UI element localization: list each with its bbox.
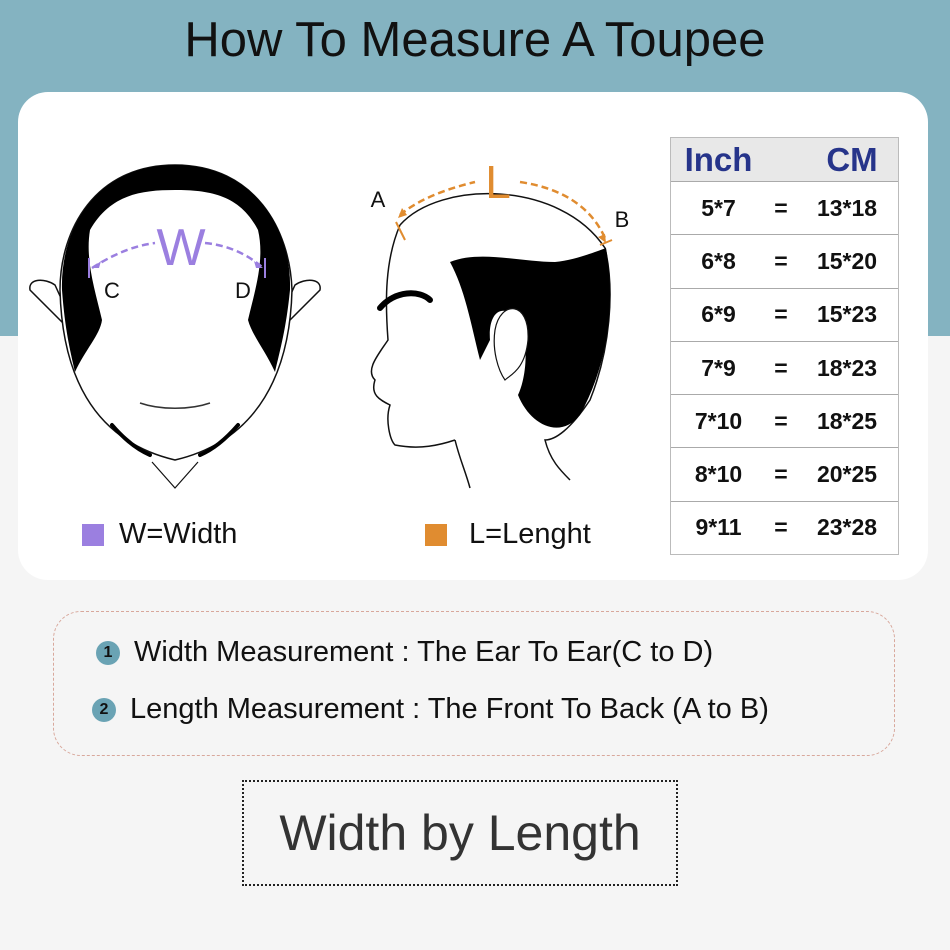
- number-badge: 1: [96, 640, 120, 665]
- equals-sign: =: [774, 514, 788, 541]
- inch-cell: 7*9: [701, 354, 736, 381]
- note-width: 1 Width Measurement : The Ear To Ear(C t…: [96, 636, 713, 669]
- table-header: Inch CM: [671, 138, 898, 181]
- legend-width-label: W=Width: [119, 518, 238, 550]
- cm-cell: 15*23: [816, 301, 878, 328]
- header-inch: Inch: [684, 140, 753, 178]
- number-badge: 2: [92, 697, 116, 722]
- equals-sign: =: [774, 247, 788, 274]
- point-a-label: A: [371, 187, 386, 212]
- point-d-label: D: [235, 278, 251, 303]
- width-swatch: [82, 523, 104, 546]
- table-row: 7*9 = 18*23: [671, 340, 898, 394]
- table-row: 7*10 = 18*25: [671, 394, 898, 447]
- size-table: Inch CM 5*7 = 13*18 6*8 = 15*20 6*9 = 15*23 7*9 = 1…: [670, 137, 899, 556]
- top-head-illustration: [29, 164, 321, 489]
- note-length: 2 Length Measurement : The Front To Back…: [92, 693, 769, 726]
- table-row: 6*9 = 15*23: [671, 287, 898, 341]
- table-row: 6*8 = 15*20: [671, 234, 898, 287]
- head-illustrations: W C D L A B: [29, 156, 630, 489]
- cm-cell: 13*18: [816, 194, 878, 221]
- equals-sign: =: [774, 301, 788, 328]
- cm-cell: 15*20: [816, 247, 878, 274]
- equals-sign: =: [774, 354, 788, 381]
- inch-cell: 6*8: [701, 247, 736, 274]
- table-row: 5*7 = 13*18: [671, 181, 898, 234]
- inch-cell: 6*9: [701, 301, 736, 328]
- inch-cell: 9*11: [695, 514, 742, 541]
- cm-cell: 18*25: [816, 407, 878, 434]
- length-swatch: [425, 523, 447, 546]
- note-text: Width Measurement : The Ear To Ear(C to …: [134, 636, 714, 668]
- inch-cell: 5*7: [701, 194, 736, 221]
- cm-cell: 20*25: [816, 461, 878, 488]
- width-by-length-box: Width by Length: [242, 780, 678, 886]
- legend-width: W=Width: [82, 518, 237, 551]
- equals-sign: =: [774, 194, 788, 221]
- page-title: How To Measure A Toupee: [184, 13, 766, 67]
- legend-length-label: L=Lenght: [469, 518, 591, 550]
- measurement-notes: 1 Width Measurement : The Ear To Ear(C t…: [53, 611, 895, 756]
- width-label: W: [156, 219, 205, 277]
- cm-cell: 23*28: [816, 514, 878, 541]
- equals-sign: =: [774, 461, 788, 488]
- equals-sign: =: [774, 407, 788, 434]
- table-row: 9*11 = 23*28: [671, 500, 898, 554]
- side-head-illustration: [370, 180, 613, 489]
- table-row: 8*10 = 20*25: [671, 447, 898, 500]
- note-text: Length Measurement : The Front To Back (…: [130, 693, 769, 725]
- inch-cell: 8*10: [694, 461, 743, 488]
- point-c-label: C: [104, 278, 120, 303]
- length-label: L: [485, 156, 511, 208]
- legend-length: L=Lenght: [425, 518, 591, 551]
- cm-cell: 18*23: [816, 354, 878, 381]
- header-cm: CM: [826, 140, 878, 178]
- point-b-label: B: [615, 207, 630, 232]
- inch-cell: 7*10: [694, 407, 743, 434]
